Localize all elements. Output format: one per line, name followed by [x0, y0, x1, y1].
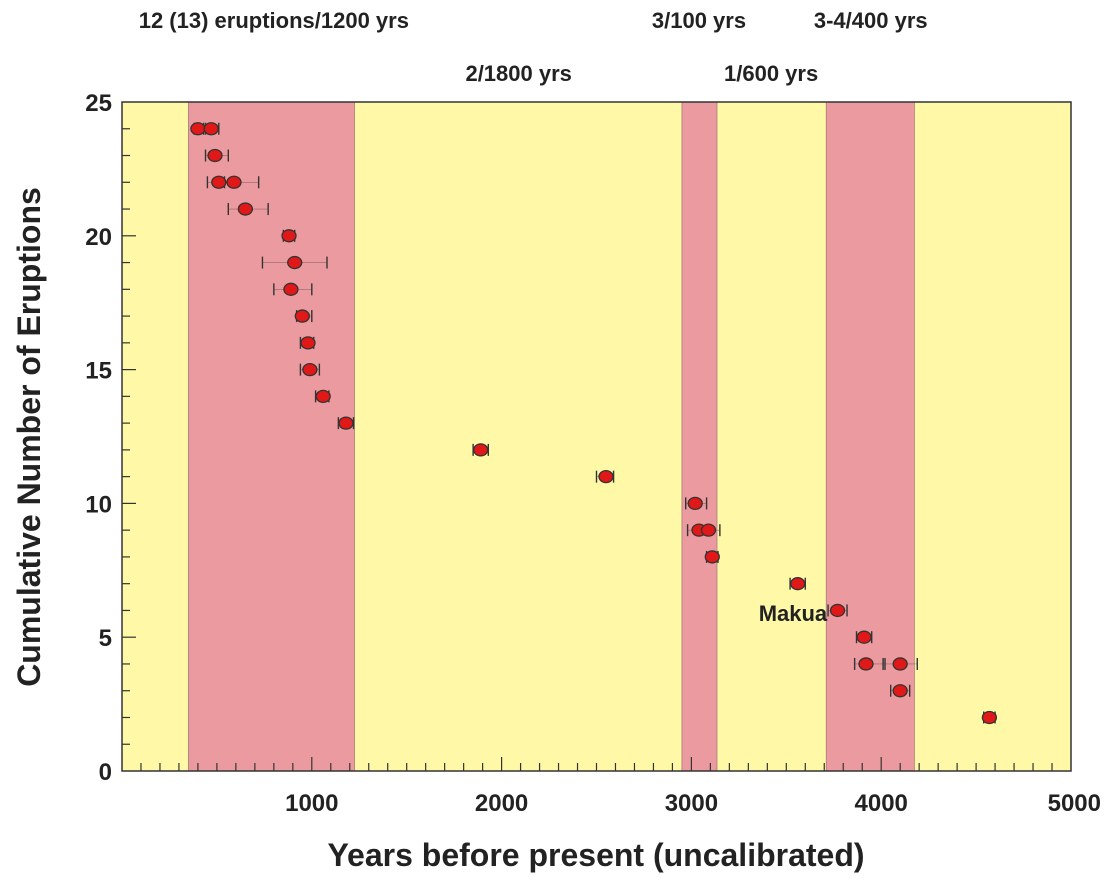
band-label-2: 3/100 yrs	[652, 8, 746, 33]
y-tick-label: 20	[85, 224, 112, 251]
data-point-6	[281, 229, 297, 243]
x-tick-label: 3000	[665, 790, 718, 817]
y-tick-label: 25	[85, 90, 112, 117]
x-axis-title: Years before present (uncalibrated)	[327, 837, 864, 873]
data-point-16	[687, 496, 703, 511]
y-tick-label: 0	[99, 759, 112, 786]
band-label-1: 2/1800 yrs	[465, 61, 571, 86]
data-point-21	[829, 603, 846, 618]
y-tick-label: 10	[85, 491, 112, 518]
data-point-20	[790, 577, 806, 591]
band-rate-labels: 12 (13) eruptions/1200 yrs 2/1800 yrs 3/10…	[139, 8, 928, 86]
y-tick-label: 5	[99, 625, 112, 652]
data-point-9	[294, 309, 310, 323]
data-point-7	[287, 255, 303, 270]
x-axis-ticks: 1000 2000 3000 4000 5000	[140, 757, 1101, 817]
data-point-5	[237, 202, 254, 216]
data-point-2	[207, 148, 223, 163]
band-label-0: 12 (13) eruptions/1200 yrs	[139, 8, 409, 33]
data-point-11	[302, 362, 318, 377]
band-0	[188, 101, 355, 772]
data-point-14	[473, 443, 489, 457]
chart-annotations: Makua	[759, 601, 828, 626]
data-point-12	[315, 389, 331, 404]
data-point-22	[856, 630, 872, 644]
data-point-8	[283, 282, 299, 296]
annotation-makua: Makua	[759, 601, 828, 626]
x-tick-label: 1000	[285, 790, 338, 817]
data-point-3	[211, 175, 227, 189]
data-point-25	[892, 684, 908, 698]
data-point-23	[858, 657, 874, 671]
y-axis-ticks: 0 5 10 15 20 25	[85, 90, 136, 786]
data-point-10	[300, 336, 316, 350]
y-axis-title: Cumulative Number of Eruptions	[11, 187, 47, 687]
data-point-19	[704, 550, 720, 564]
data-point-18	[700, 523, 717, 537]
eruption-points	[190, 122, 998, 725]
data-point-26	[981, 710, 998, 725]
band-label-4: 3-4/400 yrs	[814, 8, 928, 33]
x-tick-label: 5000	[1048, 790, 1101, 817]
data-point-13	[338, 416, 354, 430]
data-point-24	[892, 657, 908, 671]
data-point-4	[226, 175, 242, 189]
x-tick-label: 4000	[855, 790, 908, 817]
y-tick-label: 15	[85, 358, 112, 385]
x-tick-label: 2000	[475, 790, 528, 817]
data-point-0	[190, 122, 206, 136]
data-point-1	[203, 122, 219, 136]
band-2	[825, 101, 915, 772]
band-1	[681, 101, 718, 772]
band-label-3: 1/600 yrs	[724, 61, 818, 86]
data-point-15	[598, 469, 614, 484]
